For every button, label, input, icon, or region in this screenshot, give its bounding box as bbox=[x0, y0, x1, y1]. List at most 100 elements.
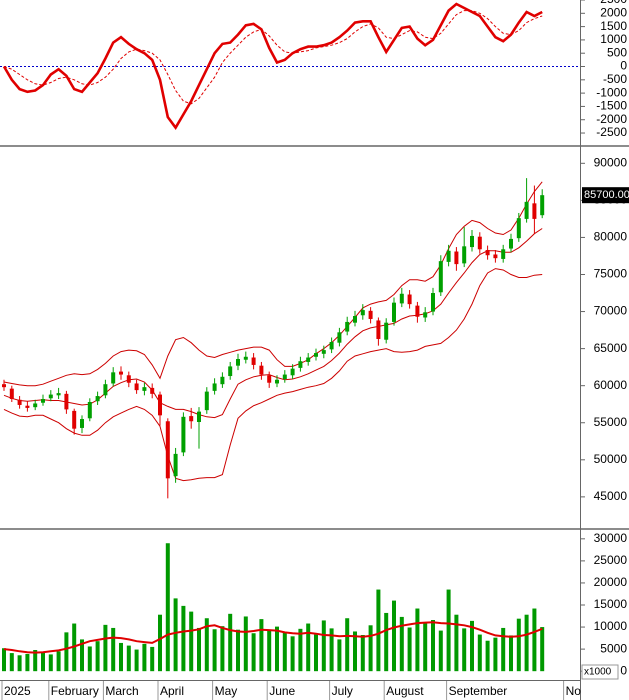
y-tick-label: 5000 bbox=[600, 641, 627, 655]
volume-bar bbox=[41, 652, 45, 672]
last-price-label: 85700.00 bbox=[584, 189, 629, 201]
candle-body bbox=[345, 321, 350, 332]
candle-body bbox=[80, 419, 84, 428]
candle-body bbox=[41, 399, 45, 403]
x-tick-label: May bbox=[215, 684, 238, 698]
y-tick-label: 15000 bbox=[594, 597, 628, 611]
candle-body bbox=[165, 421, 170, 479]
volume-ma-line bbox=[3, 621, 543, 654]
last-price-box bbox=[582, 187, 629, 204]
volume-bar bbox=[477, 634, 482, 672]
volume-bar bbox=[181, 605, 186, 672]
volume-bar bbox=[251, 633, 256, 672]
y-tick-label: 90000 bbox=[594, 155, 628, 169]
volume-bar bbox=[150, 646, 155, 672]
candle-body bbox=[524, 201, 529, 219]
candle-body bbox=[212, 383, 217, 391]
candle-body bbox=[314, 353, 318, 357]
candle-body bbox=[119, 371, 123, 375]
volume-bar bbox=[423, 623, 428, 672]
volume-bar bbox=[392, 600, 396, 672]
volume-bar bbox=[126, 645, 131, 672]
y-tick-label: 0 bbox=[620, 663, 627, 677]
volume-bar bbox=[158, 614, 162, 672]
y-tick-label: 60000 bbox=[594, 378, 628, 392]
x-tick-label: June bbox=[269, 684, 295, 698]
volume-bar bbox=[33, 650, 38, 672]
y-tick-label: -500 bbox=[603, 72, 627, 86]
candle-body bbox=[516, 218, 521, 239]
volume-bar bbox=[454, 614, 459, 672]
candle-body bbox=[126, 375, 131, 383]
candle-body bbox=[493, 254, 498, 259]
candle-body bbox=[540, 195, 545, 216]
candle-body bbox=[111, 372, 116, 384]
y-tick-label: 30000 bbox=[594, 531, 628, 545]
candle-body bbox=[103, 384, 108, 396]
candle-body bbox=[236, 358, 240, 366]
candle-body bbox=[251, 357, 256, 365]
candle-body bbox=[17, 399, 22, 405]
volume-bar bbox=[399, 616, 404, 672]
volume-bar bbox=[236, 629, 240, 672]
volume-bar bbox=[446, 589, 451, 672]
candle-body bbox=[376, 320, 381, 339]
volume-bar bbox=[259, 619, 264, 672]
candle-body bbox=[438, 261, 443, 293]
y-tick-label: 50000 bbox=[594, 452, 628, 466]
volume-bar bbox=[290, 636, 295, 672]
candle-body bbox=[415, 305, 420, 317]
volume-bar bbox=[298, 628, 303, 672]
y-tick-label: -2000 bbox=[596, 112, 627, 126]
candle-body bbox=[446, 250, 451, 262]
candle-body bbox=[150, 387, 155, 394]
volume-bar bbox=[119, 642, 123, 672]
volume-bar bbox=[485, 640, 490, 672]
bollinger-band bbox=[3, 228, 543, 419]
x-tick-label: No bbox=[566, 684, 582, 698]
candle-body bbox=[189, 416, 194, 422]
candle-body bbox=[337, 332, 342, 343]
volume-bar bbox=[197, 627, 201, 672]
volume-bar bbox=[532, 608, 537, 672]
y-tick-label: 45000 bbox=[594, 489, 628, 503]
candle-body bbox=[181, 416, 186, 453]
volume-bar bbox=[524, 614, 529, 672]
y-tick-label: 75000 bbox=[594, 267, 628, 281]
x-tick-label: September bbox=[449, 684, 508, 698]
volume-bar bbox=[134, 649, 139, 672]
candle-body bbox=[48, 394, 53, 399]
volume-bar bbox=[470, 620, 474, 672]
macd-line bbox=[2, 2, 543, 131]
candle-body bbox=[290, 368, 295, 376]
volume-bar bbox=[306, 623, 311, 672]
y-tick-label: 500 bbox=[607, 45, 627, 59]
y-tick-label: 55000 bbox=[594, 415, 628, 429]
candle-body bbox=[501, 249, 506, 259]
volume-bar bbox=[2, 648, 6, 672]
volume-bar bbox=[87, 646, 92, 672]
volume-bar bbox=[142, 643, 147, 672]
y-tick-label: -2500 bbox=[596, 125, 627, 139]
candle-body bbox=[509, 238, 513, 249]
candle-body bbox=[142, 387, 147, 391]
volume-bar bbox=[275, 626, 279, 672]
volume-bar bbox=[17, 655, 22, 672]
candle-body bbox=[134, 383, 139, 391]
bollinger-band bbox=[3, 268, 543, 482]
candle-body bbox=[306, 357, 311, 362]
volume-bar bbox=[64, 632, 69, 672]
volume-bar bbox=[345, 618, 350, 672]
candle-body bbox=[399, 293, 404, 304]
x-tick-label: August bbox=[386, 684, 424, 698]
candle-body bbox=[87, 401, 92, 419]
candle-body bbox=[360, 310, 365, 316]
y-tick-label: 80000 bbox=[594, 230, 628, 244]
bollinger-band bbox=[3, 181, 543, 387]
volume-bar bbox=[165, 543, 170, 672]
candle-body bbox=[158, 394, 162, 416]
x-tick-label: July bbox=[332, 684, 353, 698]
candle-body bbox=[259, 365, 264, 375]
